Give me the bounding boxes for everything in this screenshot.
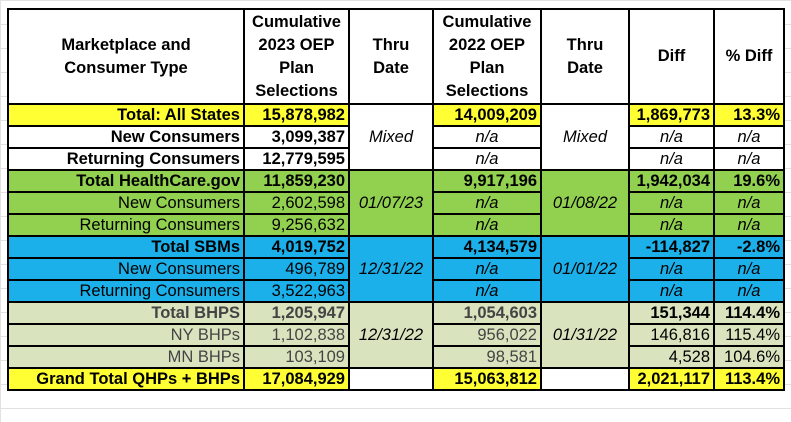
value-2023: 12,779,595 [243,147,350,171]
row-label: Returning Consumers [7,213,245,237]
row-label: Grand Total QHPs + BHPs [7,367,245,391]
value-2022: 14,009,209 [432,103,542,127]
header-diff: Diff [628,8,715,105]
value-2023: 103,109 [243,345,350,369]
grand-total-row: Grand Total QHPs + BHPs 17,084,929 15,063,… [7,367,785,391]
value-2023: 3,522,963 [243,279,350,303]
row-label: Returning Consumers [7,147,245,171]
pct-diff-value: 104.6% [713,345,785,369]
header-pct-diff: % Diff [713,8,785,105]
table-row: MN BHPs 103,109 98,581 4,528 104.6% [7,345,785,369]
pct-diff-value: 19.6% [713,169,785,193]
value-2022: n/a [432,191,542,215]
thru-date-2022: 01/01/22 [540,235,630,303]
value-2023: 15,878,982 [243,103,350,127]
row-label: Total BHPS [7,301,245,325]
pct-diff-value: 113.4% [713,367,785,391]
value-2022: n/a [432,257,542,281]
thru-date-2022: Mixed [540,103,630,171]
value-2023: 1,102,838 [243,323,350,347]
thru-date-2022 [540,367,630,391]
row-label: MN BHPs [7,345,245,369]
thru-date-2022: 01/31/22 [540,301,630,369]
table-row: New Consumers 3,099,387 n/a n/a n/a [7,125,785,149]
diff-value: -114,827 [628,235,715,259]
value-2023: 9,256,632 [243,213,350,237]
diff-value: 1,869,773 [628,103,715,127]
value-2022: 956,022 [432,323,542,347]
table-row: Returning Consumers 9,256,632 n/a n/a n/a [7,213,785,237]
value-2022: 98,581 [432,345,542,369]
thru-date-2023: Mixed [348,103,434,171]
thru-date-2023: 12/31/22 [348,301,434,369]
diff-value: 146,816 [628,323,715,347]
table-row: Total BHPS 1,205,947 12/31/22 1,054,603 01/3… [7,301,785,369]
value-2023: 3,099,387 [243,125,350,149]
pct-diff-value: n/a [713,279,785,303]
value-2022: n/a [432,125,542,149]
row-label: NY BHPs [7,323,245,347]
diff-value: n/a [628,257,715,281]
header-thru-2023: Thru Date [348,8,434,105]
row-label: New Consumers [7,191,245,215]
value-2022: 9,917,196 [432,169,542,193]
value-2023: 4,019,752 [243,235,350,259]
header-2022: Cumulative 2022 OEP Plan Selections [432,8,542,105]
pct-diff-value: n/a [713,125,785,149]
value-2023: 2,602,598 [243,191,350,215]
diff-value: 151,344 [628,301,715,325]
diff-value: 1,942,034 [628,169,715,193]
diff-value: n/a [628,147,715,171]
header-2023: Cumulative 2023 OEP Plan Selections [243,8,350,105]
diff-value: n/a [628,213,715,237]
value-2022: n/a [432,213,542,237]
row-label: New Consumers [7,257,245,281]
value-2022: n/a [432,279,542,303]
table-row: Total SBMs 4,019,752 12/31/22 4,134,579 01/0… [7,235,785,303]
row-label: Total HealthCare.gov [7,169,245,193]
table-row: New Consumers 496,789 n/a n/a n/a [7,257,785,281]
diff-value: n/a [628,125,715,149]
pct-diff-value: n/a [713,191,785,215]
value-2022: 1,054,603 [432,301,542,325]
value-2022: 4,134,579 [432,235,542,259]
value-2023: 17,084,929 [243,367,350,391]
diff-value: n/a [628,191,715,215]
table-row: NY BHPs 1,102,838 956,022 146,816 115.4% [7,323,785,347]
header-type: Marketplace and Consumer Type [7,8,245,105]
pct-diff-value: 115.4% [713,323,785,347]
thru-date-2023 [348,367,434,391]
thru-date-2022: 01/08/22 [540,169,630,237]
header-row: Marketplace and Consumer Type Cumulative… [7,8,785,105]
thru-date-2023: 12/31/22 [348,235,434,303]
table-row: Total HealthCare.gov 11,859,230 01/07/23 9,… [7,169,785,237]
value-2022: n/a [432,147,542,171]
value-2023: 1,205,947 [243,301,350,325]
value-2023: 496,789 [243,257,350,281]
diff-value: 2,021,117 [628,367,715,391]
pct-diff-value: n/a [713,213,785,237]
pct-diff-value: 114.4% [713,301,785,325]
table-row: Total: All States 15,878,982 Mixed 14,009,2… [7,103,785,171]
pct-diff-value: n/a [713,257,785,281]
pct-diff-value: n/a [713,147,785,171]
row-label: Total: All States [7,103,245,127]
enrollment-table: Marketplace and Consumer Type Cumulative… [7,8,785,391]
row-label: New Consumers [7,125,245,149]
diff-value: 4,528 [628,345,715,369]
header-thru-2022: Thru Date [540,8,630,105]
thru-date-2023: 01/07/23 [348,169,434,237]
diff-value: n/a [628,279,715,303]
row-label: Returning Consumers [7,279,245,303]
table-row: Returning Consumers 3,522,963 n/a n/a n/a [7,279,785,303]
table-row: Returning Consumers 12,779,595 n/a n/a n/a [7,147,785,171]
table-row: New Consumers 2,602,598 n/a n/a n/a [7,191,785,215]
value-2023: 11,859,230 [243,169,350,193]
row-label: Total SBMs [7,235,245,259]
pct-diff-value: 13.3% [713,103,785,127]
value-2022: 15,063,812 [432,367,542,391]
pct-diff-value: -2.8% [713,235,785,259]
